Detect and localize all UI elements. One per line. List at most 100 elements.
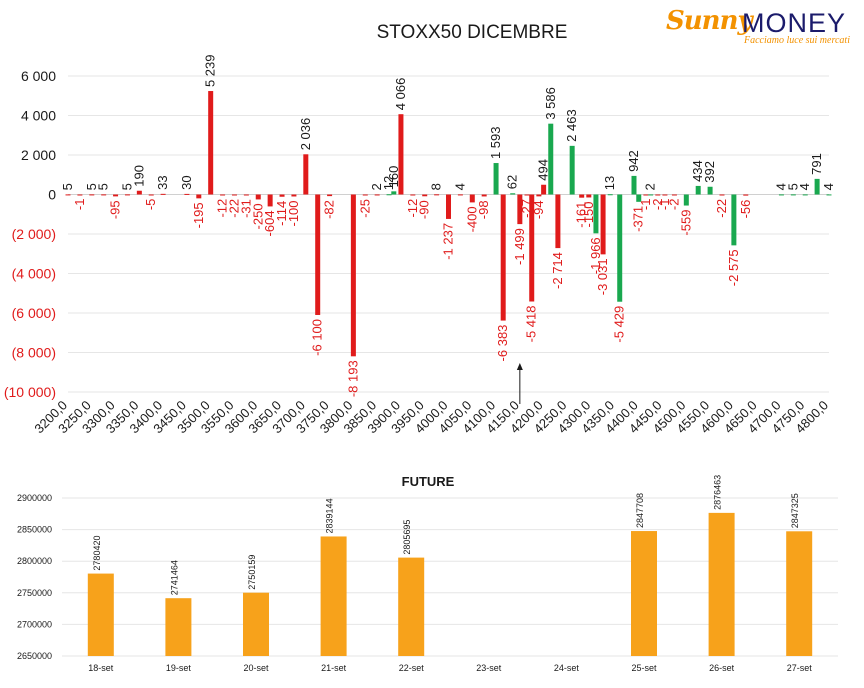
bar — [510, 193, 516, 195]
bar-value-label: -5 — [143, 199, 158, 211]
bar — [124, 194, 130, 196]
bar-value-label: -22 — [226, 199, 241, 218]
bar — [529, 194, 535, 302]
bar — [87, 573, 114, 656]
bar-value-label: 2847325 — [790, 493, 800, 528]
bar — [469, 194, 475, 203]
bar — [600, 194, 606, 255]
bar — [398, 114, 404, 195]
bar — [655, 194, 661, 196]
x-tick-label: 20-set — [243, 663, 269, 673]
bar — [350, 194, 356, 357]
bar-value-label: -22 — [714, 199, 729, 218]
bar-value-label: 12 — [381, 176, 396, 190]
future-volume-chart: FUTURE 2650000 2700000 2750000 2800000 285000… — [17, 474, 838, 673]
bar — [320, 536, 347, 656]
x-tick-label: 26-set — [709, 663, 735, 673]
bar — [327, 194, 333, 197]
bar — [374, 194, 380, 196]
bar-value-label: 4 — [797, 183, 812, 190]
sunny-money-logo: Sunny MONEY Facciamo luce sui mercati — [660, 6, 860, 48]
bar — [607, 194, 613, 196]
bar-value-label: -100 — [286, 200, 301, 226]
bar-value-label: -25 — [357, 199, 372, 218]
bar — [434, 194, 440, 196]
bar-value-label: -2 714 — [550, 252, 565, 289]
bar-value-label: 2 — [369, 183, 384, 190]
bar — [790, 194, 796, 196]
bar-value-label: 2750159 — [247, 555, 257, 590]
chart-title: FUTURE — [402, 474, 455, 489]
bar — [184, 193, 190, 195]
bar-value-label: 1 593 — [488, 126, 503, 159]
bar-value-label: -559 — [678, 210, 693, 236]
bar-value-label: -400 — [464, 206, 479, 232]
bar — [683, 194, 689, 206]
bar — [398, 557, 425, 656]
x-tick-label: 27-set — [787, 663, 813, 673]
bar-value-label: 160 — [386, 166, 401, 188]
bar-value-label: 2 036 — [298, 118, 313, 151]
x-tick-label: 24-set — [554, 663, 580, 673]
bar-value-label: 4 — [773, 183, 788, 190]
bar-value-label: -56 — [738, 200, 753, 219]
bar — [826, 194, 832, 196]
bar-value-label: -31 — [238, 199, 253, 218]
bar-value-label: 4 — [452, 183, 467, 190]
bar — [422, 194, 428, 197]
logo-brand-sunny: Sunny — [666, 6, 753, 36]
bar — [220, 194, 226, 196]
bar-value-label: -2 — [666, 199, 681, 211]
bar — [617, 194, 623, 302]
bar — [208, 91, 214, 195]
bar — [631, 531, 657, 656]
bar-value-label: 5 — [84, 183, 99, 190]
bar-value-label: 942 — [626, 150, 641, 172]
bar-value-label: -604 — [262, 210, 277, 236]
bar-value-label: 5 — [119, 183, 134, 190]
bar-value-label: 3 586 — [543, 87, 558, 120]
annotation-arrow-head — [516, 363, 523, 370]
x-tick-label: 22-set — [399, 663, 425, 673]
bar — [500, 194, 506, 321]
bar-value-label: -8 193 — [345, 360, 360, 397]
bar — [267, 194, 273, 207]
bar-value-label: -371 — [631, 206, 646, 232]
bar-value-label: 392 — [702, 161, 717, 183]
bar-value-label: 4 — [821, 183, 836, 190]
bar — [579, 194, 585, 198]
bar — [391, 191, 397, 195]
bar-value-label: 190 — [131, 165, 146, 187]
bar-value-label: 30 — [179, 175, 194, 189]
bar-value-label: -195 — [191, 202, 206, 228]
bar — [386, 194, 392, 196]
bar — [148, 194, 154, 196]
bar-value-label: 2741464 — [169, 560, 179, 595]
bar-value-label: 2 463 — [564, 109, 579, 142]
bar-value-label: -114 — [274, 201, 289, 226]
bar — [243, 194, 249, 196]
y-tick-label: 2850000 — [17, 525, 52, 535]
x-tick-label: 23-set — [476, 663, 502, 673]
bar — [631, 175, 637, 195]
bar — [648, 194, 654, 196]
bar-value-label: -90 — [417, 200, 432, 219]
stoxx50-open-interest-chart: STOXX50 DICEMBRE 6 000 4 000 2 000 0 (2 000) (… — [4, 22, 836, 436]
bar-value-label: -12 — [405, 199, 420, 218]
bar-value-label: -6 100 — [310, 319, 325, 356]
bar-value-label: 4 066 — [393, 78, 408, 111]
bar-value-label: -5 429 — [612, 306, 627, 343]
y-tick-label: (4 000) — [12, 266, 56, 282]
y-tick-label: 4 000 — [21, 108, 56, 124]
bar — [662, 194, 668, 196]
bar-value-label: 33 — [155, 175, 170, 189]
bar — [643, 194, 649, 196]
y-tick-label: (8 000) — [12, 345, 56, 361]
bar-value-label: -3 031 — [595, 258, 610, 295]
bar-value-label: 2805695 — [402, 520, 412, 555]
bar-value-label: -95 — [108, 200, 123, 219]
bar — [707, 186, 713, 195]
bar — [719, 194, 725, 196]
bar-value-label: -6 383 — [495, 325, 510, 362]
bar — [569, 145, 575, 195]
